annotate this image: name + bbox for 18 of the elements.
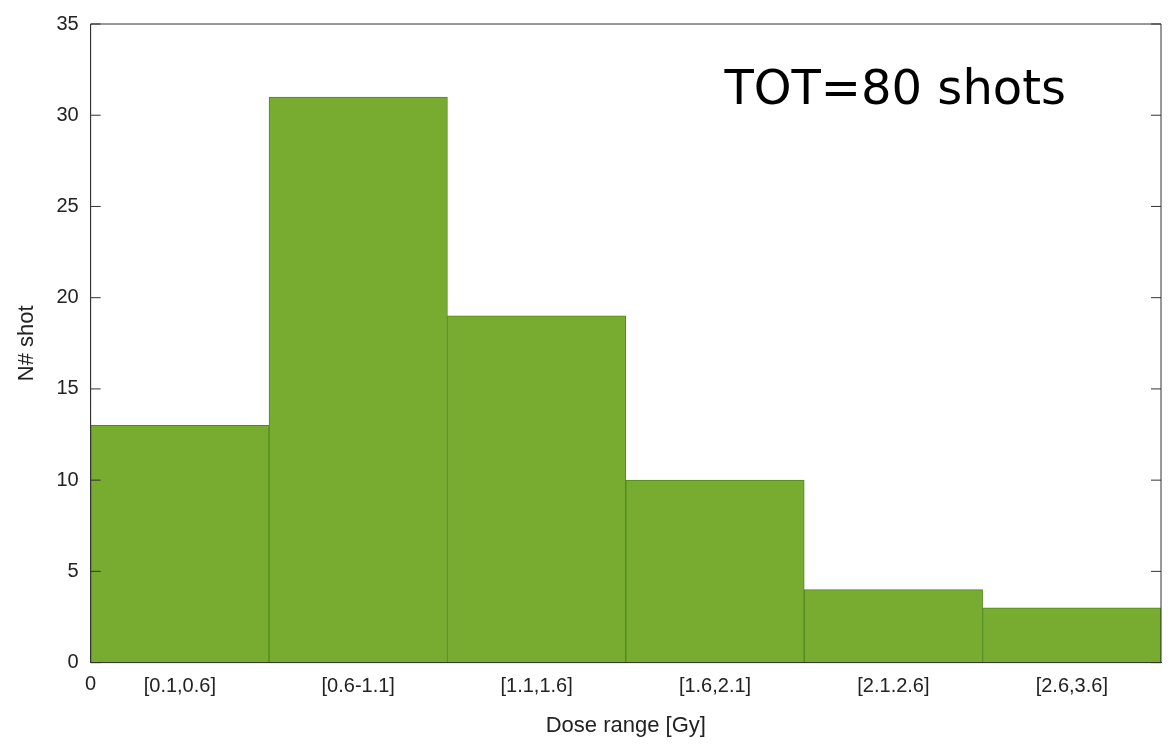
y-tick-label: 20	[56, 285, 79, 308]
annotation: TOT=80 shots	[723, 59, 1066, 116]
y-axis-title: N# shot	[13, 305, 39, 382]
x-tick-label: [0.1,0.6]	[143, 674, 216, 697]
y-tick-label: 30	[56, 102, 79, 125]
y-tick-label: 5	[67, 558, 79, 581]
x-tick-label: [2.6,3.6]	[1035, 674, 1108, 697]
y-tick-label: 15	[56, 376, 79, 399]
y-tick-label: 25	[56, 193, 79, 216]
y-tick-label: 10	[56, 467, 79, 490]
y-tick-label: 0	[67, 650, 79, 673]
text: 0	[85, 672, 97, 695]
y-tick-label: 35	[56, 11, 79, 34]
x-axis-title: Dose range [Gy]	[545, 711, 706, 737]
x-tick-label: [1.1,1.6]	[500, 674, 573, 697]
x-tick-label: [0.6-1.1]	[321, 674, 395, 697]
x-tick-label: [1.6,2.1]	[678, 674, 752, 697]
x-tick-label: [2.1.2.6]	[857, 674, 930, 697]
